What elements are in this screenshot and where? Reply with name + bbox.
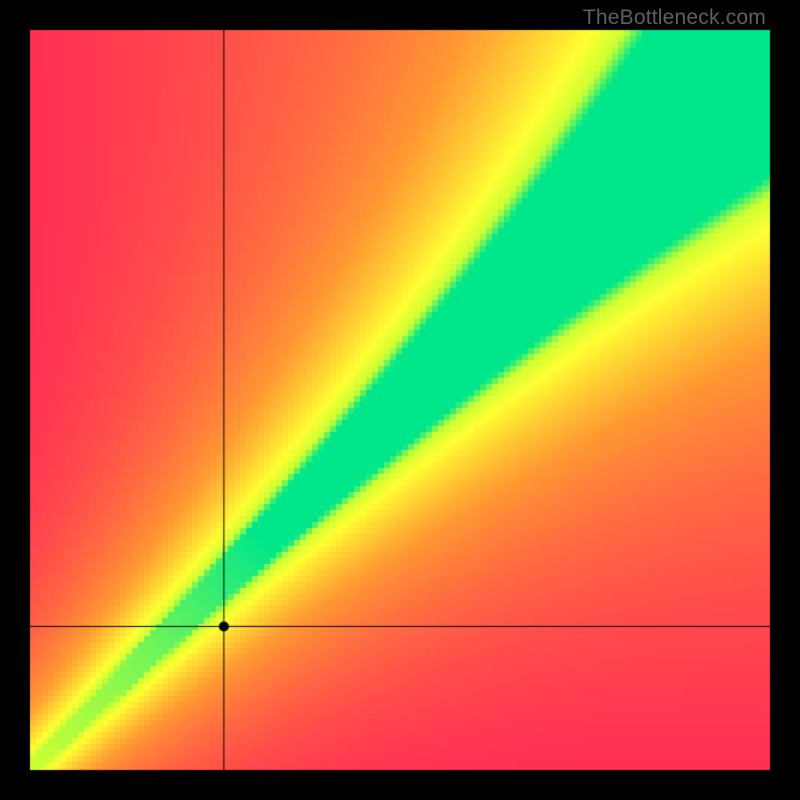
watermark-text: TheBottleneck.com (583, 6, 766, 30)
bottleneck-heatmap (0, 0, 800, 800)
chart-container: TheBottleneck.com (0, 0, 800, 800)
